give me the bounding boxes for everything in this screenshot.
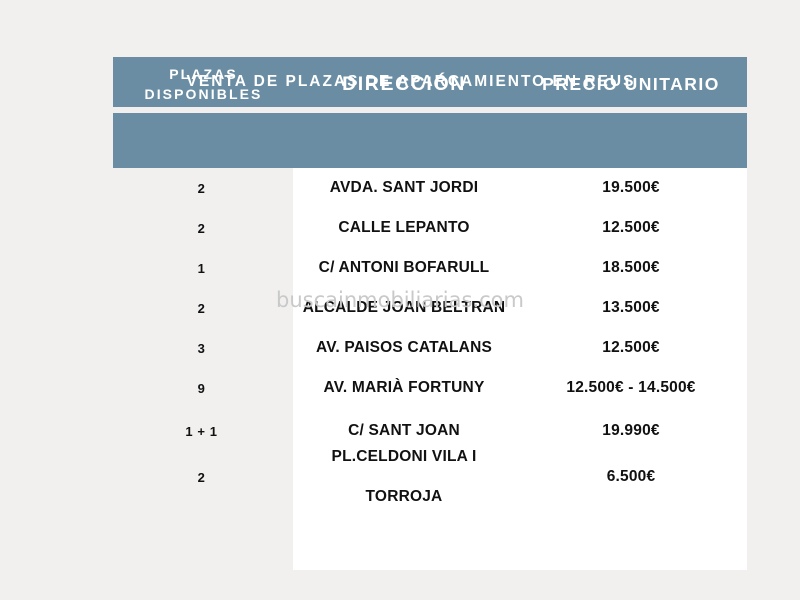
cell-quantity: 2 bbox=[197, 220, 206, 236]
cell-quantity: 1 bbox=[197, 260, 206, 276]
cell-address: C/ SANT JOAN bbox=[348, 422, 460, 439]
cell-address: PL.CELDONI VILA I TORROJA bbox=[293, 448, 515, 505]
table-header-bar bbox=[113, 113, 747, 168]
cell-address-line2: TORROJA bbox=[365, 488, 443, 505]
column-header-address: DIRECCIÓN bbox=[342, 73, 466, 95]
cell-quantity: 2 bbox=[197, 469, 206, 485]
cell-price: 13.500€ bbox=[602, 299, 660, 316]
column-header-quantity-line1: PLAZAS bbox=[169, 65, 238, 82]
infographic-title-bar: VENTA DE PLAZAS DE APARCAMIENTO EN REUS bbox=[113, 57, 747, 107]
column-header-price: PRECIO UNITARIO bbox=[542, 74, 720, 94]
table-row: 2 PL.CELDONI VILA I TORROJA 6.500€ bbox=[113, 448, 747, 505]
column-header-quantity-line2: DISPONIBLES bbox=[144, 85, 263, 102]
cell-price: 18.500€ bbox=[602, 259, 660, 276]
table-row: 2 AVDA. SANT JORDI 19.500€ bbox=[113, 168, 747, 208]
cell-price: 19.500€ bbox=[602, 179, 660, 196]
table-row: 2 CALLE LEPANTO 12.500€ bbox=[113, 208, 747, 248]
cell-price: 6.500€ bbox=[606, 468, 656, 485]
cell-address: CALLE LEPANTO bbox=[338, 219, 470, 236]
cell-quantity: 1 + 1 bbox=[185, 423, 218, 439]
cell-price: 19.990€ bbox=[602, 422, 660, 439]
cell-address: AVDA. SANT JORDI bbox=[329, 179, 479, 196]
cell-address-line1: PL.CELDONI VILA I bbox=[331, 448, 477, 466]
table-row: 2 ALCALDE JOAN BELTRAN 13.500€ bbox=[113, 288, 747, 328]
cell-address: AV. MARIÀ FORTUNY bbox=[323, 379, 485, 396]
table-row: 3 AV. PAISOS CATALANS 12.500€ bbox=[113, 328, 747, 368]
table-body-background bbox=[293, 168, 747, 570]
column-header-quantity: PLAZAS DISPONIBLES bbox=[113, 57, 290, 112]
page-title: VENTA DE PLAZAS DE APARCAMIENTO EN REUS bbox=[186, 73, 636, 90]
table-row: 1 C/ ANTONI BOFARULL 18.500€ bbox=[113, 248, 747, 288]
cell-price: 12.500€ bbox=[602, 339, 660, 356]
table-row: 1 + 1 C/ SANT JOAN 19.990€ bbox=[113, 408, 747, 454]
cell-address: ALCALDE JOAN BELTRAN bbox=[302, 299, 506, 316]
table-body: 2 AVDA. SANT JORDI 19.500€ 2 CALLE LEPAN… bbox=[113, 168, 747, 505]
cell-quantity: 9 bbox=[197, 380, 206, 396]
parking-spaces-infographic: VENTA DE PLAZAS DE APARCAMIENTO EN REUS … bbox=[113, 57, 747, 570]
cell-address: C/ ANTONI BOFARULL bbox=[318, 259, 490, 276]
cell-price: 12.500€ bbox=[602, 219, 660, 236]
table-row: 9 AV. MARIÀ FORTUNY 12.500€ - 14.500€ bbox=[113, 368, 747, 408]
cell-quantity: 2 bbox=[197, 180, 206, 196]
cell-quantity: 2 bbox=[197, 300, 206, 316]
cell-address: AV. PAISOS CATALANS bbox=[315, 339, 493, 356]
cell-price: 12.500€ - 14.500€ bbox=[566, 379, 696, 396]
quantity-column-background bbox=[113, 168, 293, 570]
cell-quantity: 3 bbox=[197, 340, 206, 356]
